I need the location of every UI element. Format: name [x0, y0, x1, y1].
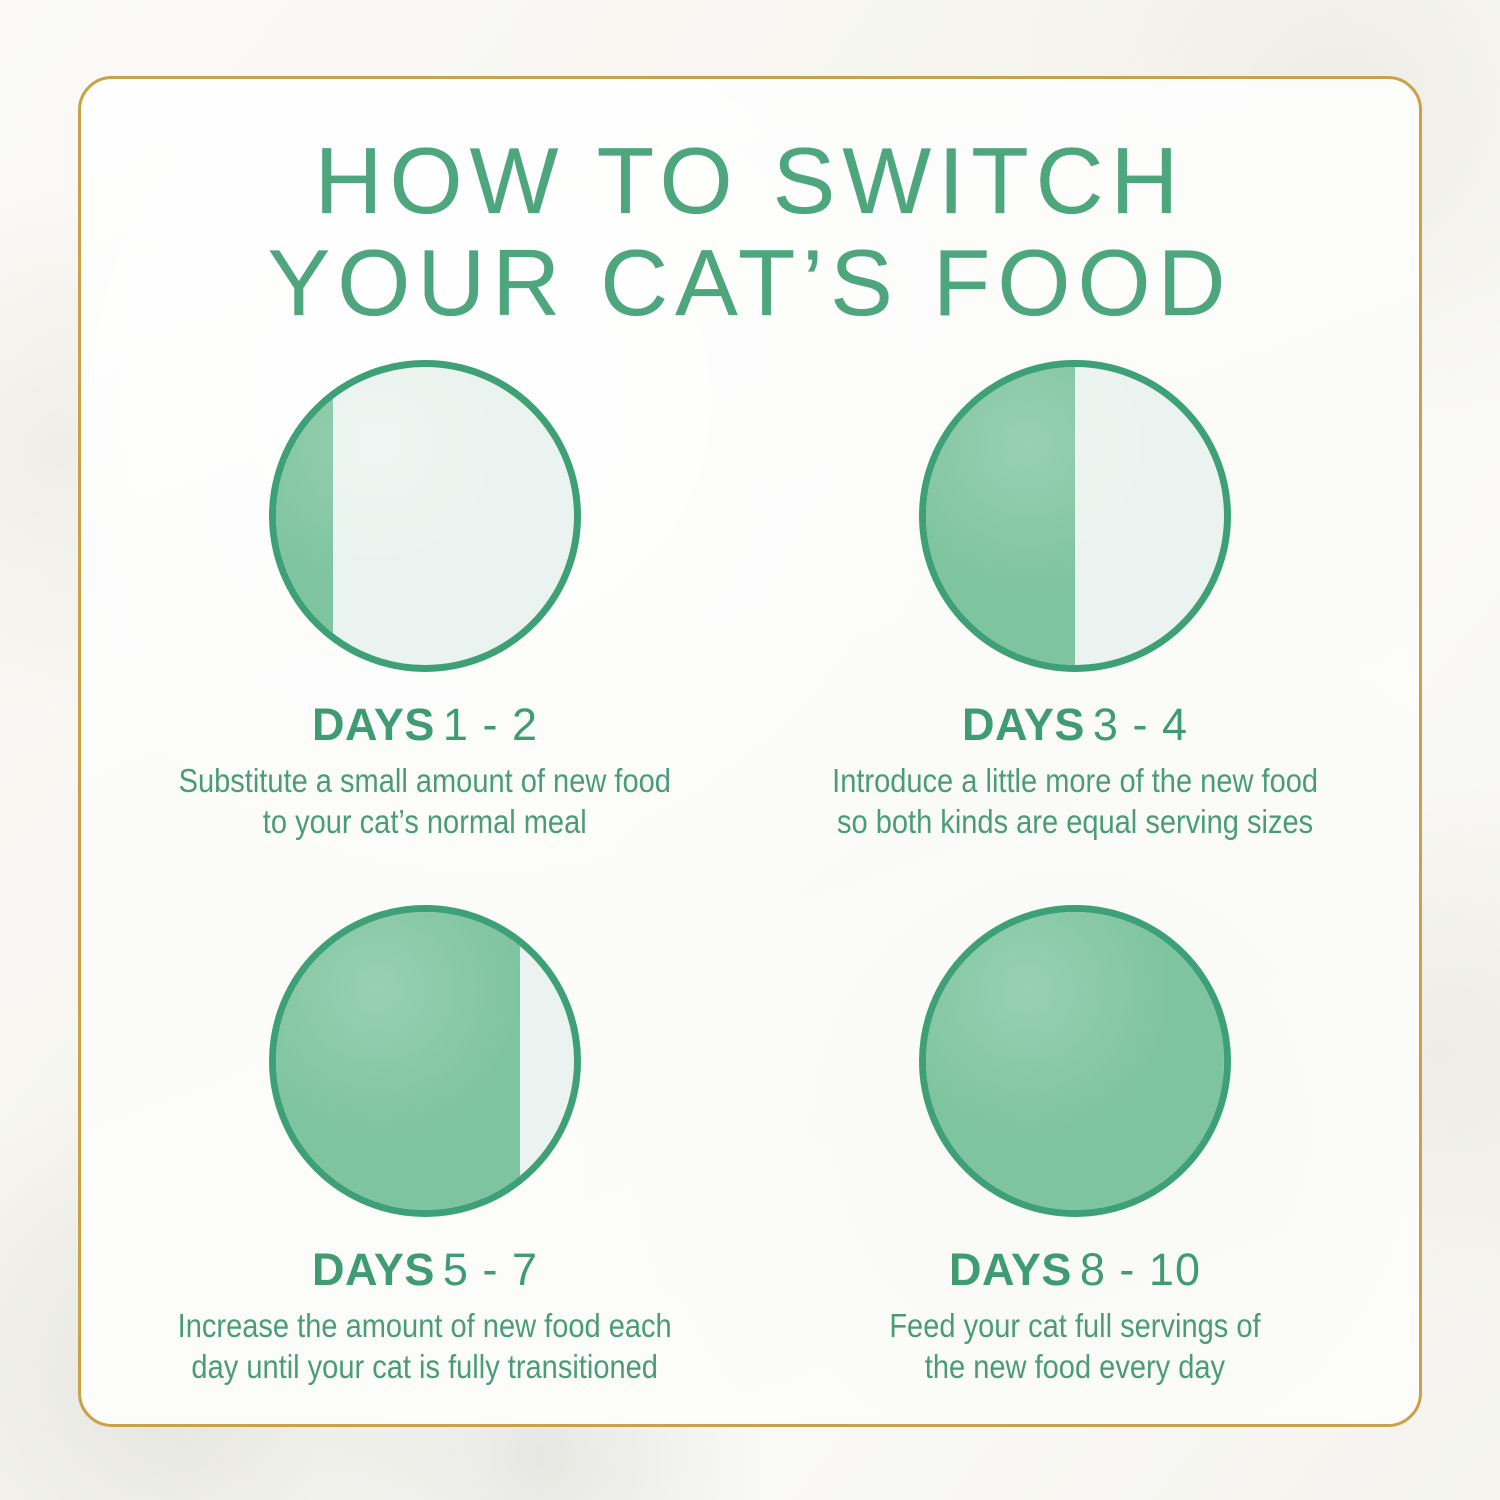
step-description-1-line-1: Substitute a small amount of new food	[178, 762, 672, 799]
step-description-2: Introduce a little more of the new food …	[832, 761, 1318, 843]
step-description-4-line-1: Feed your cat full servings of	[889, 1306, 1261, 1344]
days-word-1: DAYS	[312, 699, 435, 750]
step-heading-1: DAYS 1 - 2	[312, 702, 538, 747]
step-description-1: Substitute a small amount of new food to…	[179, 761, 671, 843]
days-range-1: 1 - 2	[442, 699, 538, 750]
step-description-3-line-2: day until your cat is fully transitioned	[191, 1347, 659, 1385]
step-description-4: Feed your cat full servings of the new f…	[889, 1306, 1260, 1388]
days-range-3: 5 - 7	[442, 1243, 538, 1295]
new-food-fill-4	[926, 911, 1224, 1210]
step-days-3-4: DAYS 3 - 4 Introduce a little more of the…	[750, 360, 1400, 843]
step-days-5-7: DAYS 5 - 7 Increase the amount of new foo…	[100, 904, 750, 1388]
step-description-2-line-1: Introduce a little more of the new food	[832, 762, 1318, 799]
step-heading-2: DAYS 3 - 4	[962, 702, 1188, 747]
new-food-fill-1	[276, 367, 333, 665]
new-food-fill-3	[276, 911, 521, 1210]
food-bowl-icon-1	[269, 360, 581, 672]
step-description-3: Increase the amount of new food each day…	[178, 1306, 672, 1388]
food-bowl-icon-3	[269, 904, 581, 1217]
title-line-1: HOW TO SWITCH	[314, 128, 1186, 233]
days-word-2: DAYS	[962, 699, 1085, 750]
step-description-3-line-1: Increase the amount of new food each	[177, 1306, 673, 1344]
new-food-fill-2	[926, 367, 1075, 665]
step-heading-4: DAYS 8 - 10	[949, 1247, 1201, 1292]
step-days-8-10: DAYS 8 - 10 Feed your cat full servings o…	[750, 904, 1400, 1388]
days-range-2: 3 - 4	[1092, 699, 1188, 750]
step-description-1-line-2: to your cat’s normal meal	[263, 802, 587, 840]
days-range-4: 8 - 10	[1079, 1243, 1201, 1295]
step-heading-3: DAYS 5 - 7	[312, 1247, 538, 1292]
step-description-4-line-2: the new food every day	[924, 1347, 1226, 1385]
title-line-2: YOUR CAT’S FOOD	[267, 229, 1233, 335]
page-title: HOW TO SWITCH YOUR CAT’S FOOD	[0, 130, 1500, 333]
days-word-3: DAYS	[312, 1243, 435, 1295]
step-description-2-line-2: so both kinds are equal serving sizes	[836, 802, 1314, 840]
steps-grid: DAYS 1 - 2 Substitute a small amount of n…	[100, 360, 1400, 1388]
food-bowl-icon-2	[919, 360, 1231, 672]
days-word-4: DAYS	[949, 1243, 1072, 1295]
step-days-1-2: DAYS 1 - 2 Substitute a small amount of n…	[100, 360, 750, 843]
food-bowl-icon-4	[919, 904, 1231, 1217]
